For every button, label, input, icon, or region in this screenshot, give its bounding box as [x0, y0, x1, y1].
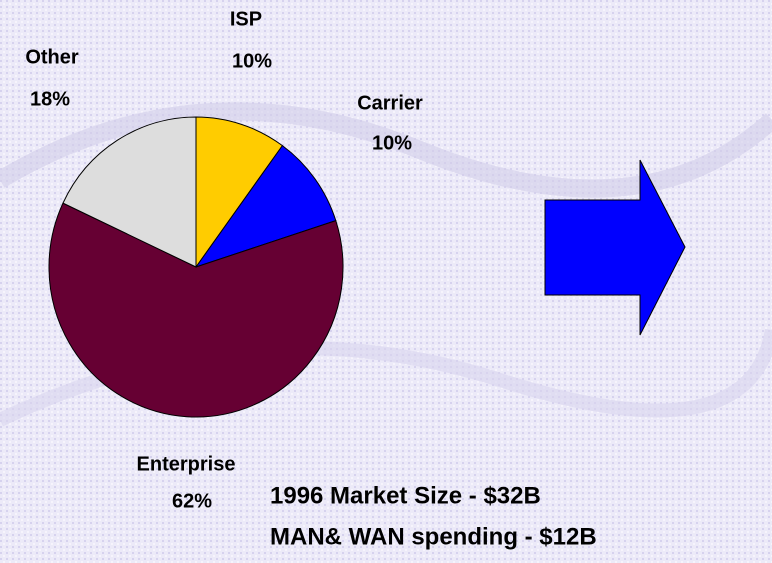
background-swoosh	[0, 102, 772, 198]
category-label: Other	[25, 46, 79, 68]
category-label: ISP	[230, 8, 262, 30]
pie-slice	[48, 202, 344, 418]
value-label: 10%	[232, 50, 272, 72]
value-label: 18%	[30, 88, 70, 110]
pie-slice	[194, 144, 337, 268]
value-label: 10%	[372, 132, 412, 154]
annotation: 1996 Market Size - $32B	[270, 482, 541, 509]
annotation: MAN& WAN spending - $12B	[270, 523, 597, 550]
pie-slice	[62, 116, 197, 268]
pie	[48, 116, 344, 418]
category-label: Carrier	[357, 92, 423, 114]
pie-slice	[195, 116, 284, 269]
category-label: Enterprise	[137, 453, 236, 475]
value-label: 62%	[172, 490, 212, 512]
arrow	[544, 159, 686, 336]
